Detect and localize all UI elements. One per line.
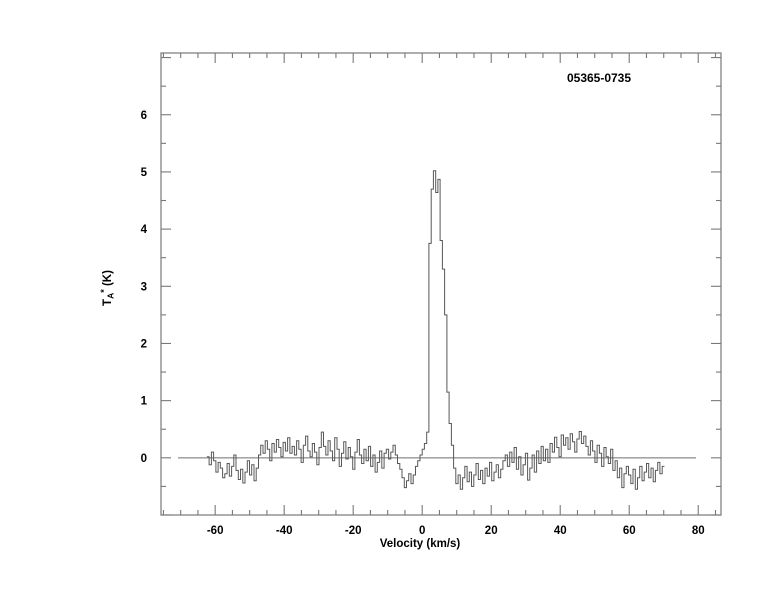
svg-text:1: 1 [141,396,148,408]
x-tick-labels: -60 -40 -20 0 20 40 60 80 [207,525,705,537]
svg-text:0: 0 [141,453,147,465]
svg-text:60: 60 [623,525,636,537]
svg-text:2: 2 [141,338,147,350]
axes-frame [160,52,722,516]
y-tick-labels: 0 1 2 3 4 5 6 [141,110,148,465]
svg-text:-40: -40 [276,525,293,537]
y-axis-label: TA* (K) [99,270,116,306]
svg-text:6: 6 [141,110,147,122]
svg-text:-60: -60 [207,525,224,537]
x-axis-ticks [162,53,717,515]
svg-text:3: 3 [141,281,147,293]
svg-text:5: 5 [141,167,148,179]
svg-text:20: 20 [485,525,498,537]
source-name-label: 05365-0735 [567,71,631,85]
svg-text:0: 0 [419,525,425,537]
spectrum-trace [206,170,665,490]
svg-text:4: 4 [141,224,148,236]
svg-text:80: 80 [692,525,705,537]
svg-text:40: 40 [554,525,567,537]
svg-text:-20: -20 [345,525,362,537]
x-axis-label: Velocity (km/s) [380,538,461,550]
y-axis-ticks [161,57,721,516]
